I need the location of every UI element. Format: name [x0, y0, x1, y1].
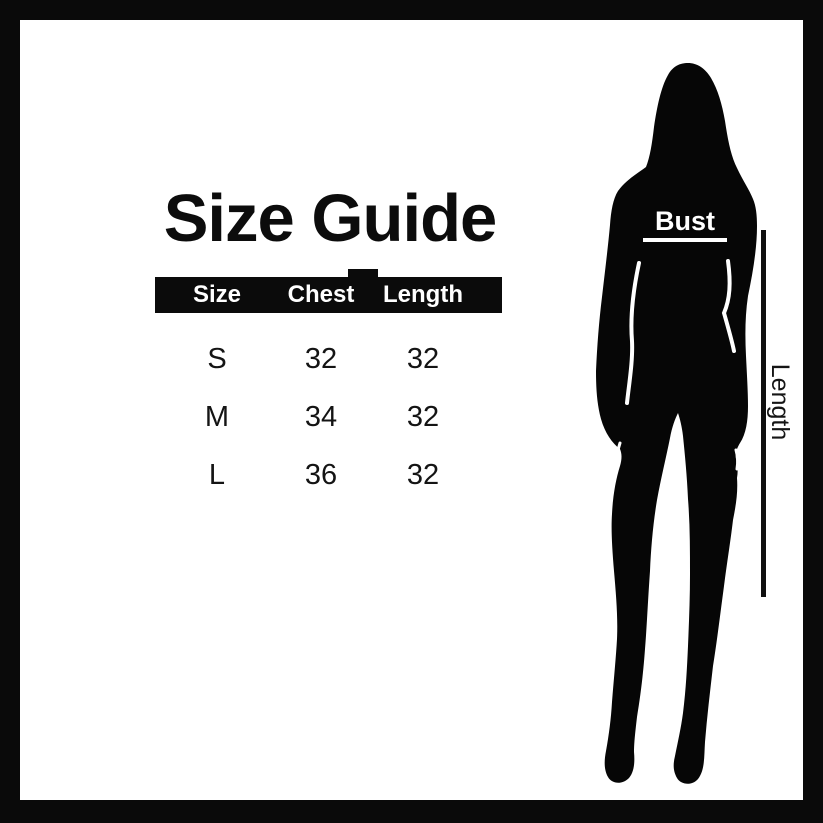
bust-label: Bust: [655, 206, 715, 236]
table-row-m: M 34 32: [155, 388, 502, 446]
cell-length: 32: [406, 342, 440, 375]
header-bar-notch: [348, 269, 378, 279]
left-hand-gap-highlight: [615, 441, 622, 468]
cell-size: L: [208, 458, 226, 491]
right-arm-gap-highlight: [721, 259, 736, 353]
cell-length: 32: [406, 458, 440, 491]
header-size: Size: [192, 281, 242, 308]
cell-size: S: [207, 342, 227, 375]
header-length: Length: [383, 281, 463, 308]
cell-chest: 36: [304, 458, 338, 491]
woman-silhouette-body: [596, 63, 757, 784]
table-row-s: S 32 32: [155, 330, 502, 388]
length-label: Length: [766, 363, 794, 441]
right-hand-gap-highlight: [734, 448, 740, 471]
left-arm-gap-highlight: [625, 261, 641, 405]
table-row-l: L 36 32: [155, 446, 502, 504]
cell-size: M: [204, 400, 230, 433]
header-chest: Chest: [287, 281, 355, 308]
bust-measure-line: [643, 238, 727, 242]
cell-chest: 34: [304, 400, 338, 433]
size-table-header: Size Chest Length: [155, 277, 502, 313]
length-measure-line: [761, 230, 766, 597]
size-table-body: S 32 32 M 34 32 L 36 32: [155, 314, 502, 504]
cell-length: 32: [406, 400, 440, 433]
cell-chest: 32: [304, 342, 338, 375]
page-title: Size Guide: [163, 181, 498, 256]
